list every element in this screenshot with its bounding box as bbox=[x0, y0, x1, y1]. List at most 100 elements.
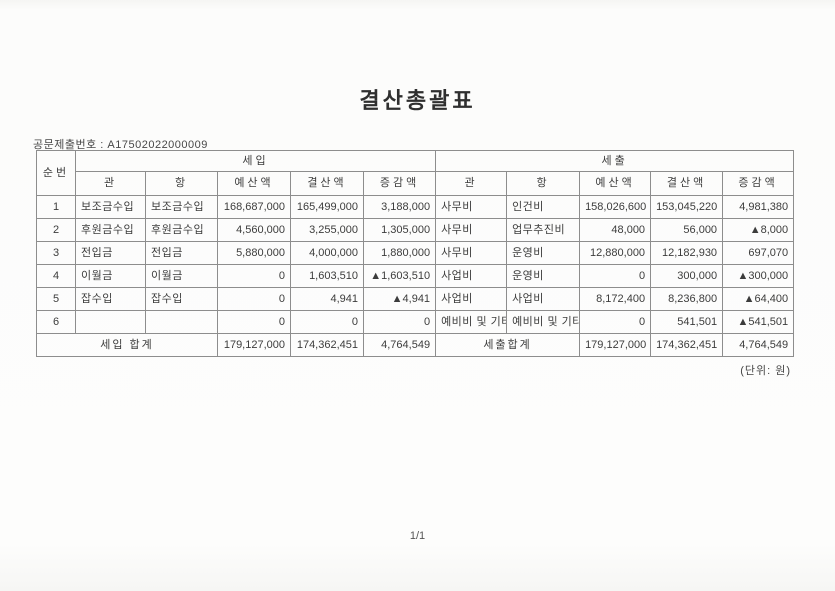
income-col-hang: 항 bbox=[145, 171, 218, 196]
income-gwan: 이월금 bbox=[75, 264, 146, 288]
expense-total-budget: 179,127,000 bbox=[579, 333, 652, 357]
income-settlement: 4,941 bbox=[290, 287, 364, 311]
income-hang: 후원금수입 bbox=[145, 218, 218, 242]
table-row: 3 전입금 전입금 5,880,000 4,000,000 1,880,000 … bbox=[36, 241, 795, 265]
income-budget: 0 bbox=[217, 264, 291, 288]
expense-budget: 48,000 bbox=[579, 218, 652, 242]
income-diff: 1,305,000 bbox=[362, 218, 437, 242]
expense-diff: 697,070 bbox=[722, 241, 795, 265]
income-gwan: 보조금수입 bbox=[75, 195, 146, 219]
expense-hang: 운영비 bbox=[506, 241, 581, 265]
income-settlement: 3,255,000 bbox=[290, 218, 364, 242]
expense-diff: ▲8,000 bbox=[722, 218, 795, 242]
expense-gwan: 사업비 bbox=[435, 287, 508, 311]
doc-number-value: A17502022000009 bbox=[107, 139, 208, 151]
expense-hang: 인건비 bbox=[506, 195, 581, 219]
income-budget: 4,560,000 bbox=[217, 218, 291, 242]
expense-hang: 예비비 및 기타 bbox=[506, 310, 581, 334]
expense-budget: 0 bbox=[579, 310, 652, 334]
income-hang: 전입금 bbox=[145, 241, 218, 265]
expense-gwan: 예비비 및 기타 bbox=[435, 310, 508, 334]
doc-number: 공문제출번호 : A17502022000009 bbox=[33, 136, 208, 152]
expense-col-gwan: 관 bbox=[435, 171, 508, 196]
income-budget: 0 bbox=[217, 310, 291, 334]
expense-col-diff: 증감액 bbox=[722, 171, 795, 196]
expense-col-hang: 항 bbox=[506, 171, 581, 196]
income-gwan: 전입금 bbox=[75, 241, 146, 265]
income-total-budget: 179,127,000 bbox=[217, 333, 291, 357]
expense-settlement: 12,182,930 bbox=[650, 241, 724, 265]
table-row: 5 잡수입 잡수입 0 4,941 ▲4,941 사업비 사업비 8,172,4… bbox=[36, 287, 795, 311]
income-col-settlement: 결산액 bbox=[290, 171, 364, 196]
expense-settlement: 8,236,800 bbox=[650, 287, 724, 311]
income-budget: 5,880,000 bbox=[217, 241, 291, 265]
expense-section-header: 세출 bbox=[435, 150, 795, 172]
expense-total-diff: 4,764,549 bbox=[722, 333, 795, 357]
expense-budget: 158,026,600 bbox=[579, 195, 652, 219]
expense-diff: ▲300,000 bbox=[722, 264, 795, 288]
expense-settlement: 153,045,220 bbox=[650, 195, 724, 219]
expense-hang: 운영비 bbox=[506, 264, 581, 288]
income-gwan: 잡수입 bbox=[75, 287, 146, 311]
income-diff: 3,188,000 bbox=[362, 195, 437, 219]
income-settlement: 1,603,510 bbox=[290, 264, 364, 288]
expense-diff: ▲64,400 bbox=[722, 287, 795, 311]
row-seq: 4 bbox=[36, 264, 76, 288]
row-seq: 1 bbox=[36, 195, 76, 219]
doc-number-label: 공문제출번호 : bbox=[33, 139, 104, 151]
expense-budget: 12,880,000 bbox=[579, 241, 652, 265]
income-hang bbox=[145, 310, 218, 334]
income-total-settlement: 174,362,451 bbox=[290, 333, 364, 357]
col-header-seq: 순번 bbox=[36, 150, 76, 196]
row-seq: 6 bbox=[36, 310, 76, 334]
income-hang: 잡수입 bbox=[145, 287, 218, 311]
income-col-gwan: 관 bbox=[75, 171, 146, 196]
income-gwan: 후원금수입 bbox=[75, 218, 146, 242]
expense-hang: 사업비 bbox=[506, 287, 581, 311]
income-settlement: 165,499,000 bbox=[290, 195, 364, 219]
income-diff: ▲1,603,510 bbox=[362, 264, 437, 288]
income-diff: 1,880,000 bbox=[362, 241, 437, 265]
row-seq: 2 bbox=[36, 218, 76, 242]
document-title: 결산총괄표 bbox=[359, 88, 476, 113]
expense-settlement: 56,000 bbox=[650, 218, 724, 242]
income-settlement: 4,000,000 bbox=[290, 241, 364, 265]
income-hang: 이월금 bbox=[145, 264, 218, 288]
expense-settlement: 541,501 bbox=[650, 310, 724, 334]
expense-budget: 8,172,400 bbox=[579, 287, 652, 311]
income-diff: ▲4,941 bbox=[362, 287, 437, 311]
income-total-diff: 4,764,549 bbox=[362, 333, 437, 357]
expense-gwan: 사무비 bbox=[435, 218, 508, 242]
unit-note: (단위: 원) bbox=[740, 365, 791, 377]
table-row: 1 보조금수입 보조금수입 168,687,000 165,499,000 3,… bbox=[36, 195, 795, 219]
table-row: 6 0 0 0 예비비 및 기타 예비비 및 기타 0 541,501 ▲541… bbox=[36, 310, 795, 334]
income-hang: 보조금수입 bbox=[145, 195, 218, 219]
expense-col-settlement: 결산액 bbox=[650, 171, 724, 196]
income-col-diff: 증감액 bbox=[362, 171, 437, 196]
row-seq: 3 bbox=[36, 241, 76, 265]
expense-gwan: 사무비 bbox=[435, 241, 508, 265]
expense-total-settlement: 174,362,451 bbox=[650, 333, 724, 357]
expense-gwan: 사무비 bbox=[435, 195, 508, 219]
total-row: 세입 합계 179,127,000 174,362,451 4,764,549 … bbox=[36, 333, 795, 357]
income-total-label: 세입 합계 bbox=[36, 333, 218, 357]
expense-diff: 4,981,380 bbox=[722, 195, 795, 219]
income-settlement: 0 bbox=[290, 310, 364, 334]
table-row: 4 이월금 이월금 0 1,603,510 ▲1,603,510 사업비 운영비… bbox=[36, 264, 795, 288]
expense-total-label: 세출합계 bbox=[435, 333, 581, 357]
row-seq: 5 bbox=[36, 287, 76, 311]
income-budget: 0 bbox=[217, 287, 291, 311]
income-budget: 168,687,000 bbox=[217, 195, 291, 219]
expense-settlement: 300,000 bbox=[650, 264, 724, 288]
income-diff: 0 bbox=[362, 310, 437, 334]
income-gwan bbox=[75, 310, 146, 334]
settlement-summary-table: 순번 세입 세출 관 항 예산액 결산액 증감액 관 항 예산액 결산액 증감액… bbox=[36, 150, 795, 357]
expense-diff: ▲541,501 bbox=[722, 310, 795, 334]
table-row: 2 후원금수입 후원금수입 4,560,000 3,255,000 1,305,… bbox=[36, 218, 795, 242]
expense-col-budget: 예산액 bbox=[579, 171, 652, 196]
page-number: 1/1 bbox=[409, 530, 426, 542]
expense-hang: 업무추진비 bbox=[506, 218, 581, 242]
income-col-budget: 예산액 bbox=[217, 171, 291, 196]
expense-gwan: 사업비 bbox=[435, 264, 508, 288]
